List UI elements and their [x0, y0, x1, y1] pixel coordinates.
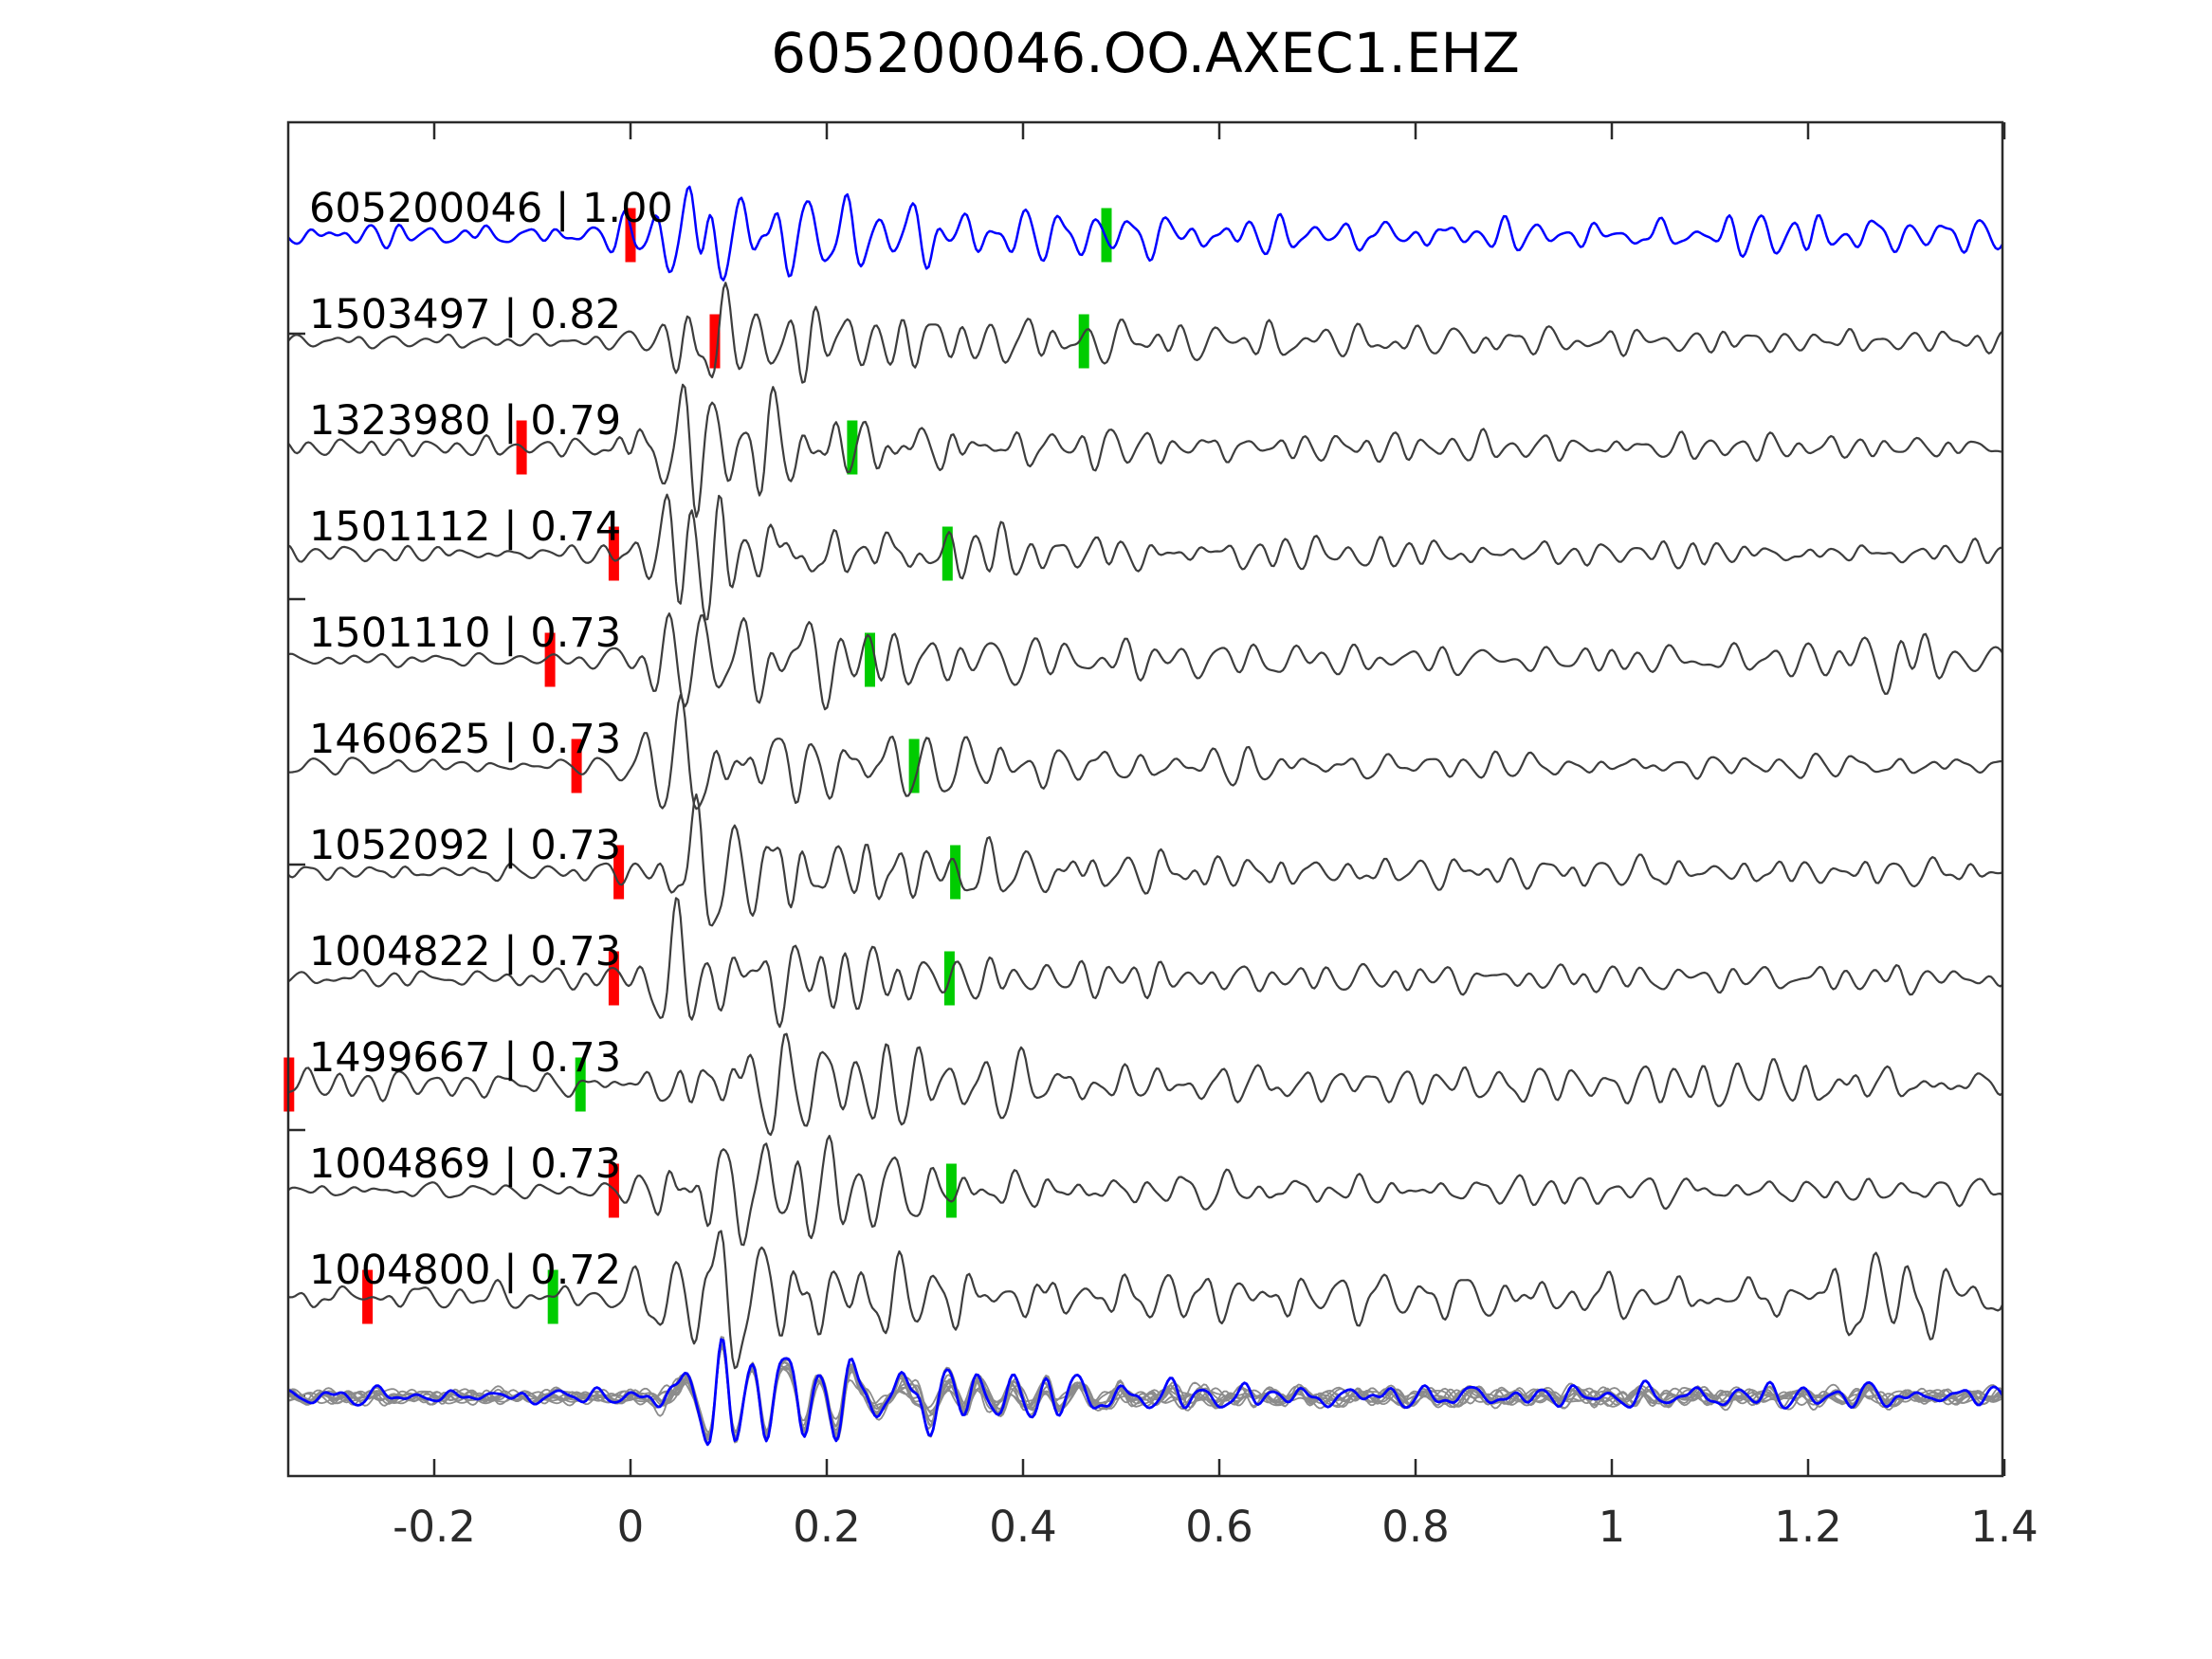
stack-waveform-gray	[288, 1345, 2002, 1440]
trace-label: 1460625 | 0.73	[309, 716, 621, 763]
x-tick-label: 0.4	[989, 1502, 1057, 1552]
trace-label: 1004822 | 0.73	[309, 928, 621, 975]
pick-marker-red	[608, 951, 619, 1006]
trace-waveform	[288, 693, 2002, 811]
trace-waveform	[288, 612, 2002, 711]
trace-label: 1499667 | 0.73	[309, 1034, 621, 1082]
trace-labels: 605200046 | 1.00 1503497 | 0.82 1323980 | …	[309, 185, 673, 1294]
waveform-traces	[288, 185, 2002, 1447]
trace-waveform	[288, 1230, 2002, 1370]
pick-marker-red	[709, 314, 721, 369]
trace-label: 1004869 | 0.73	[309, 1140, 621, 1188]
axis-ticks	[288, 122, 2006, 1476]
trace-label: 1052092 | 0.73	[309, 822, 621, 869]
trace-waveform	[288, 282, 2002, 384]
pick-marker-green	[941, 526, 953, 581]
x-tick-labels: -0.2 0 0.2 0.4 0.6 0.8 1 1.2 1.4	[393, 1502, 2038, 1552]
x-tick-label: 0.8	[1381, 1502, 1450, 1552]
x-tick-label: -0.2	[393, 1502, 476, 1552]
stack-template-waveform	[288, 1338, 2002, 1447]
pick-marker-red	[625, 208, 636, 263]
x-tick-label: 1.2	[1774, 1502, 1842, 1552]
trace-waveform	[288, 1032, 2002, 1137]
pick-marker-red	[608, 526, 619, 581]
trace-label: 1004800 | 0.72	[309, 1247, 621, 1294]
x-tick-label: 0.2	[793, 1502, 861, 1552]
pick-marker-red	[362, 1269, 374, 1324]
x-tick-label: 0	[617, 1502, 645, 1552]
trace-waveform	[288, 1135, 2002, 1247]
pick-marker-green	[1078, 314, 1089, 369]
trace-waveform	[288, 493, 2002, 621]
x-tick-label: 1.4	[1970, 1502, 2038, 1552]
plot-title: 605200046.OO.AXEC1.EHZ	[771, 21, 1520, 85]
pick-marker-green	[575, 1057, 586, 1112]
pick-marker-green	[950, 845, 961, 900]
template-waveform	[288, 185, 2002, 282]
pick-marker-red	[544, 632, 556, 687]
trace-waveform	[288, 383, 2002, 519]
pick-marker-red	[571, 738, 582, 793]
pick-marker-red	[613, 845, 625, 900]
trace-label: 1503497 | 0.82	[309, 291, 621, 338]
pick-marker-green	[945, 1163, 957, 1218]
trace-label: 1501112 | 0.74	[309, 503, 621, 551]
plot-border	[286, 120, 2004, 1478]
trace-label: 1323980 | 0.79	[309, 397, 621, 445]
x-tick-label: 0.6	[1185, 1502, 1253, 1552]
trace-waveform	[288, 897, 2002, 1029]
trace-label: 605200046 | 1.00	[309, 185, 673, 232]
x-tick-label: 1	[1599, 1502, 1626, 1552]
pick-marker-green	[865, 632, 875, 687]
pick-marker-green	[1101, 208, 1112, 263]
trace-label: 1501110 | 0.73	[309, 610, 621, 657]
pick-marker-green	[908, 738, 920, 793]
trace-waveform	[288, 793, 2002, 927]
pick-marker-green	[847, 420, 858, 475]
